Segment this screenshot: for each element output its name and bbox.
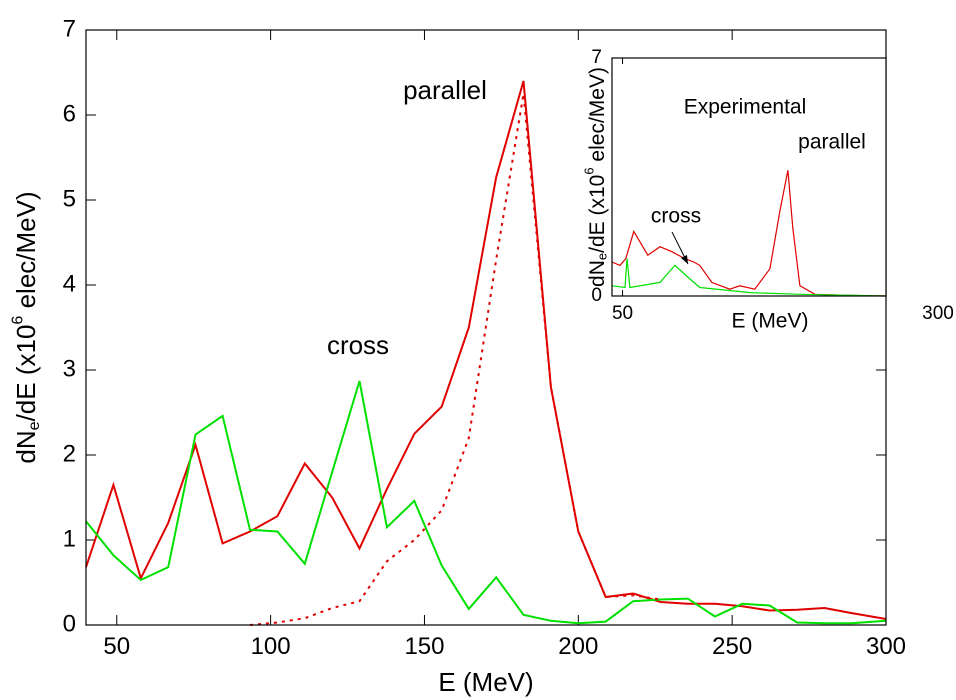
y-axis-label-part: dN bbox=[586, 260, 609, 287]
y-tick-label: 2 bbox=[63, 440, 76, 467]
x-tick-label: 200 bbox=[558, 633, 598, 660]
y-tick-label: 0 bbox=[63, 610, 76, 637]
y-axis-label-part: e bbox=[595, 253, 610, 260]
x-axis-label: E (MeV) bbox=[438, 667, 533, 697]
y-axis-label-part: elec/MeV) bbox=[586, 67, 609, 167]
y-tick-label: 7 bbox=[63, 15, 76, 42]
y-tick-label: 1 bbox=[63, 525, 76, 552]
y-axis-label-part: 6 bbox=[582, 167, 597, 174]
data-line bbox=[85, 380, 887, 625]
annotation: cross bbox=[651, 205, 701, 228]
y-axis-label-part: /dE (x10 bbox=[586, 175, 609, 253]
y-tick-label: 3 bbox=[63, 355, 76, 382]
y-tick-label: 0 bbox=[591, 285, 602, 306]
x-tick-label: 250 bbox=[712, 633, 752, 660]
data-line bbox=[611, 258, 887, 297]
x-tick-label: 50 bbox=[612, 303, 633, 324]
y-tick-label: 7 bbox=[591, 47, 602, 68]
y-axis-label-part: dN bbox=[11, 430, 41, 463]
data-line bbox=[611, 170, 887, 297]
annotation: parallel bbox=[798, 131, 866, 154]
arrow-head bbox=[681, 255, 688, 264]
y-axis-label-part: e bbox=[25, 421, 43, 430]
x-tick-label: 50 bbox=[103, 633, 130, 660]
data-line bbox=[85, 80, 887, 620]
x-tick-label: 300 bbox=[866, 633, 906, 660]
y-axis-label: dNe/dE (x106 elec/MeV) bbox=[582, 67, 610, 287]
annotation: parallel bbox=[403, 75, 487, 105]
y-axis-label: dNe/dE (x106 elec/MeV) bbox=[9, 191, 44, 463]
x-tick-label: 150 bbox=[404, 633, 444, 660]
x-tick-label: 300 bbox=[922, 303, 954, 324]
x-axis-label: E (MeV) bbox=[731, 310, 808, 333]
annotation: Experimental bbox=[684, 96, 807, 119]
plot-frame bbox=[611, 57, 887, 297]
y-tick-label: 4 bbox=[63, 270, 76, 297]
y-axis-label-part: elec/MeV) bbox=[11, 191, 41, 315]
x-tick-label: 100 bbox=[251, 633, 291, 660]
y-axis-label-part: 6 bbox=[9, 316, 27, 325]
y-tick-label: 6 bbox=[63, 100, 76, 127]
y-tick-label: 5 bbox=[63, 185, 76, 212]
plot-background bbox=[612, 58, 886, 296]
plot-frame bbox=[85, 29, 887, 626]
y-axis-label-part: /dE (x10 bbox=[11, 325, 41, 422]
data-line bbox=[249, 93, 661, 626]
annotation: cross bbox=[327, 330, 389, 360]
